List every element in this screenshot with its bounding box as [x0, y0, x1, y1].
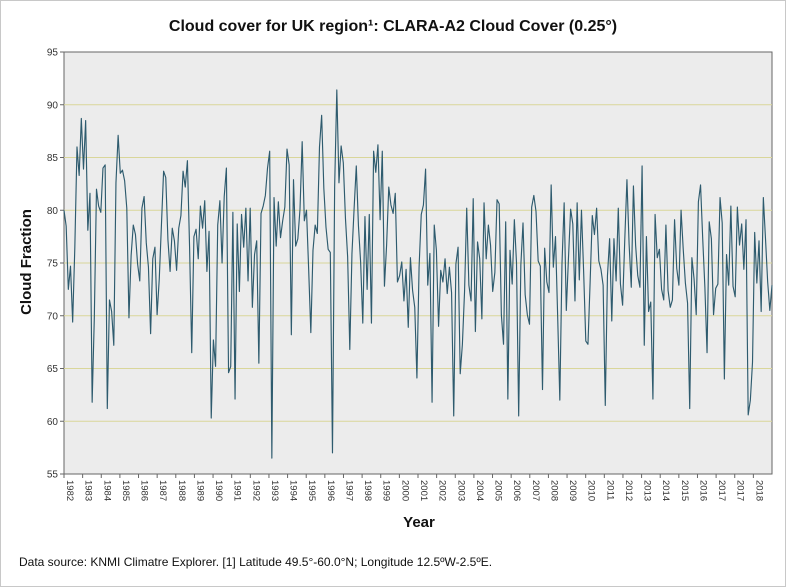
x-tick-label: 1984: [101, 480, 112, 501]
x-tick-label: 1987: [157, 480, 168, 501]
y-tick-label: 60: [47, 417, 59, 428]
x-tick-label: 1998: [362, 480, 373, 501]
y-tick-label: 80: [47, 206, 59, 217]
y-tick-label: 95: [47, 48, 59, 59]
y-axis-label: Cloud Fraction: [18, 209, 35, 315]
x-tick-label: 2001: [418, 480, 429, 501]
y-tick-label: 65: [47, 364, 59, 375]
series-line: [63, 89, 773, 459]
y-tick-label: 75: [47, 259, 59, 270]
x-tick-label: 1986: [139, 480, 150, 501]
y-tick-label: 70: [47, 311, 59, 322]
x-tick-label: 2005: [493, 480, 504, 501]
x-tick-label: 2003: [455, 480, 466, 501]
x-tick-label: 1990: [213, 480, 224, 501]
x-tick-label: 2002: [437, 480, 448, 501]
x-tick-label: 2016: [697, 480, 708, 501]
x-tick-label: 1993: [269, 480, 280, 501]
y-tick-label: 85: [47, 153, 59, 164]
y-tick-label: 90: [47, 100, 59, 111]
x-tick-label: 1995: [306, 480, 317, 501]
x-tick-label: 2000: [399, 480, 410, 501]
x-tick-label: 1985: [120, 480, 131, 501]
x-tick-label: 2015: [679, 480, 690, 501]
x-tick-label: 1983: [83, 480, 94, 501]
x-tick-label: 2008: [548, 480, 559, 501]
x-tick-label: 1996: [325, 480, 336, 501]
x-tick-label: 1988: [176, 480, 187, 501]
x-tick-label: 1992: [250, 480, 261, 501]
x-tick-label: 2012: [623, 480, 634, 501]
x-tick-label: 2018: [753, 480, 764, 501]
x-tick-label: 1999: [381, 480, 392, 501]
x-tick-label: 2007: [530, 480, 541, 501]
x-axis: 1982 1983 1984 1985 1986 1987 1988 1989 1990 1991…: [63, 474, 764, 501]
x-tick-label: 2017: [716, 480, 727, 501]
x-tick-label: 1982: [64, 480, 75, 501]
x-tick-label: 1997: [343, 480, 354, 501]
x-tick-label: 2010: [586, 480, 597, 501]
x-tick-label: 2017: [735, 480, 746, 501]
x-tick-label: 1989: [194, 480, 205, 501]
x-tick-label: 2011: [604, 480, 615, 500]
x-tick-label: 1994: [288, 480, 299, 501]
x-tick-label: 2004: [474, 480, 485, 501]
x-tick-label: 2009: [567, 480, 578, 501]
chart-title: Cloud cover for UK region¹: CLARA-A2 Clo…: [168, 18, 618, 35]
x-tick-label: 2013: [642, 480, 653, 501]
y-axis: 55 60 65 70 75 80 85 90 95: [47, 48, 64, 481]
x-tick-label: 2014: [660, 480, 671, 501]
x-tick-label: 2006: [511, 480, 522, 501]
x-tick-label: 1991: [232, 480, 243, 501]
y-tick-label: 55: [47, 470, 59, 481]
data-source-footnote: Data source: KNMI Climatre Explorer. [1]…: [19, 555, 493, 569]
x-axis-label: Year: [403, 514, 435, 531]
